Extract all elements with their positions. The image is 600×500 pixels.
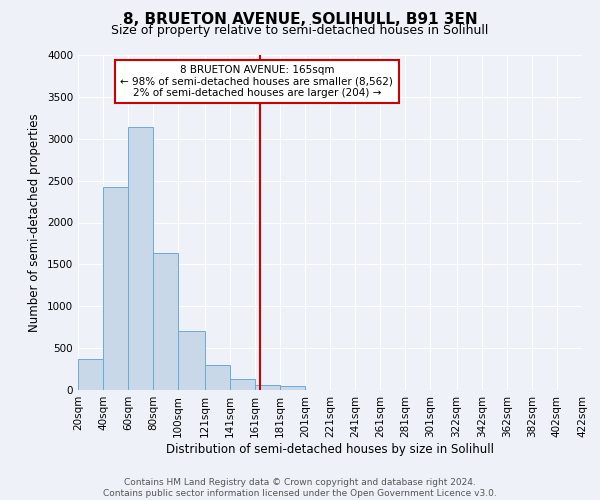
Y-axis label: Number of semi-detached properties: Number of semi-detached properties xyxy=(28,113,41,332)
Text: 8 BRUETON AVENUE: 165sqm
← 98% of semi-detached houses are smaller (8,562)
2% of: 8 BRUETON AVENUE: 165sqm ← 98% of semi-d… xyxy=(121,65,394,98)
Bar xyxy=(205,366,230,390)
Bar xyxy=(230,379,255,390)
Bar xyxy=(178,332,205,390)
X-axis label: Distribution of semi-detached houses by size in Solihull: Distribution of semi-detached houses by … xyxy=(166,442,494,456)
Text: Size of property relative to semi-detached houses in Solihull: Size of property relative to semi-detach… xyxy=(112,24,488,37)
Bar xyxy=(153,252,178,390)
Bar xyxy=(128,127,153,390)
Bar xyxy=(103,188,128,390)
Bar xyxy=(255,386,280,390)
Bar xyxy=(78,358,103,390)
Text: Contains HM Land Registry data © Crown copyright and database right 2024.
Contai: Contains HM Land Registry data © Crown c… xyxy=(103,478,497,498)
Bar xyxy=(280,386,305,390)
Text: 8, BRUETON AVENUE, SOLIHULL, B91 3EN: 8, BRUETON AVENUE, SOLIHULL, B91 3EN xyxy=(122,12,478,28)
